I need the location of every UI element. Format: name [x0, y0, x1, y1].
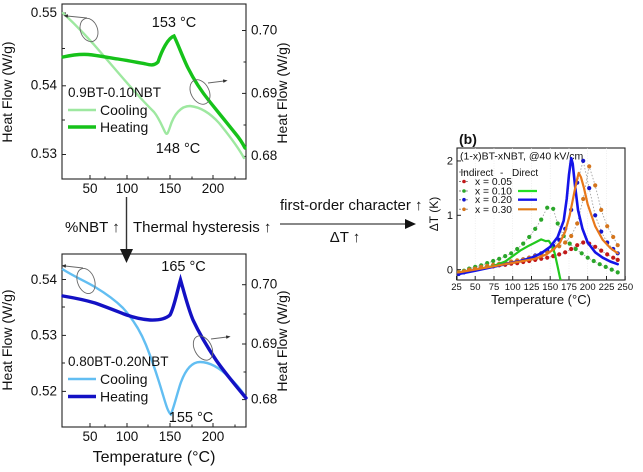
svg-text:0.52: 0.52	[31, 384, 57, 399]
svg-text:0.54: 0.54	[31, 78, 58, 93]
svg-text:0.9BT-0.10NBT: 0.9BT-0.10NBT	[68, 85, 161, 100]
svg-text:0.80BT-0.20NBT: 0.80BT-0.20NBT	[68, 354, 169, 369]
svg-text:150: 150	[159, 429, 182, 444]
svg-text:225: 225	[599, 282, 615, 293]
svg-text:200: 200	[202, 429, 225, 444]
svg-text:50: 50	[82, 429, 97, 444]
svg-text:Heat Flow (W/g): Heat Flow (W/g)	[0, 289, 15, 390]
svg-text:2: 2	[447, 156, 453, 168]
svg-text:Heating: Heating	[100, 119, 148, 135]
svg-text:1: 1	[447, 210, 453, 222]
svg-text:Cooling: Cooling	[100, 102, 147, 118]
svg-text:Heat Flow (W/g): Heat Flow (W/g)	[0, 41, 15, 142]
svg-text:0.53: 0.53	[31, 146, 57, 161]
svg-text:Direct: Direct	[512, 168, 538, 179]
svg-text:0.68: 0.68	[251, 392, 277, 407]
svg-text:250: 250	[617, 282, 633, 293]
svg-text:155 °C: 155 °C	[169, 410, 214, 426]
svg-text:153 °C: 153 °C	[152, 15, 197, 31]
svg-text:148 °C: 148 °C	[156, 141, 201, 157]
svg-text:150: 150	[159, 181, 182, 196]
svg-text:0.53: 0.53	[31, 328, 57, 343]
svg-text:100: 100	[116, 429, 139, 444]
svg-text:0.70: 0.70	[251, 23, 277, 38]
svg-text:0.68: 0.68	[251, 148, 277, 163]
svg-text:x = 0.30: x = 0.30	[475, 205, 512, 216]
svg-text:(1-x)BT-xNBT, @40 kV/cm: (1-x)BT-xNBT, @40 kV/cm	[460, 151, 584, 163]
svg-text:ΔT (K): ΔT (K)	[427, 197, 441, 231]
svg-text:25: 25	[451, 282, 462, 293]
svg-text:165 °C: 165 °C	[161, 259, 206, 275]
svg-text:Temperature (°C): Temperature (°C)	[93, 449, 216, 466]
svg-text:first-order character ↑: first-order character ↑	[280, 197, 423, 214]
svg-text:ΔT ↑: ΔT ↑	[330, 229, 361, 246]
svg-text:Temperature (°C): Temperature (°C)	[491, 292, 591, 307]
svg-text:0.55: 0.55	[31, 5, 57, 20]
svg-text:(b): (b)	[459, 131, 477, 147]
svg-text:50: 50	[470, 282, 481, 293]
svg-text:Heat Flow (W/g): Heat Flow (W/g)	[274, 290, 290, 391]
svg-text:Cooling: Cooling	[100, 371, 147, 387]
svg-text:0.54: 0.54	[31, 272, 58, 287]
svg-text:100: 100	[116, 181, 139, 196]
svg-text:Heating: Heating	[100, 389, 148, 405]
svg-text:0: 0	[447, 265, 453, 277]
svg-text:0.70: 0.70	[251, 277, 277, 292]
svg-text:Thermal hysteresis ↑: Thermal hysteresis ↑	[133, 219, 271, 236]
svg-text:50: 50	[82, 181, 97, 196]
svg-text:%NBT ↑: %NBT ↑	[65, 219, 120, 236]
svg-text:200: 200	[202, 181, 225, 196]
svg-text:Heat Flow (W/g): Heat Flow (W/g)	[274, 42, 290, 143]
